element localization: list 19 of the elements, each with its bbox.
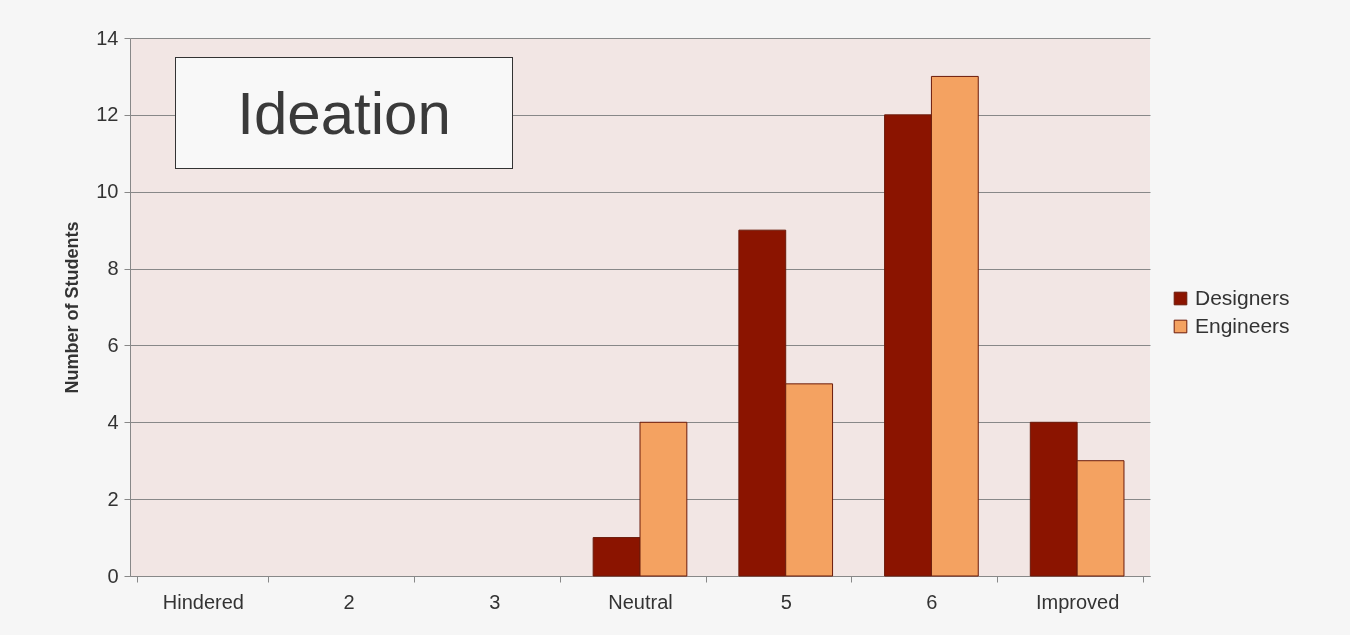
y-tick-label: 2 xyxy=(107,487,119,510)
y-tick-label: 8 xyxy=(107,257,119,280)
y-tick-label: 0 xyxy=(107,564,119,587)
y-tick-label: 12 xyxy=(96,103,119,126)
x-tick-label: Neutral xyxy=(608,590,673,613)
x-tick-label: 6 xyxy=(926,590,938,613)
y-tick-label: 14 xyxy=(96,26,119,49)
legend-label: Designers xyxy=(1195,285,1290,309)
y-tick-label: 6 xyxy=(107,333,119,356)
x-tick-label: Hindered xyxy=(162,590,244,613)
x-tick-label: Improved xyxy=(1035,590,1120,613)
x-tick-label: 5 xyxy=(780,590,792,613)
y-tick-label: 4 xyxy=(107,410,119,433)
x-tick-label: 2 xyxy=(343,590,355,613)
text: Ideation xyxy=(175,57,513,169)
y-axis-title: Number of Students xyxy=(62,221,83,394)
legend-label: Engineers xyxy=(1195,313,1290,337)
x-tick-label: 3 xyxy=(489,590,501,613)
y-tick-label: 10 xyxy=(96,180,119,203)
